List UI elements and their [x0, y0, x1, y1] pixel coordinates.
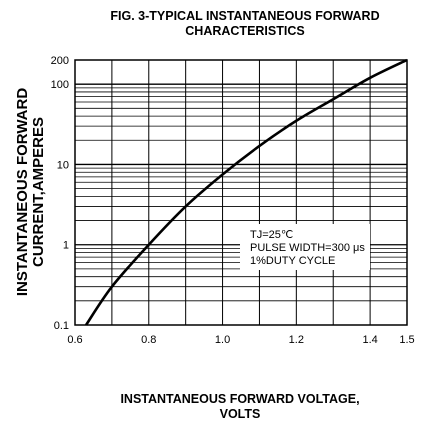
xlabel-line1: INSTANTANEOUS FORWARD VOLTAGE, — [120, 392, 360, 406]
plot-frame — [74, 59, 408, 326]
annotation-box — [240, 224, 370, 270]
x-tick-label: 1.0 — [215, 334, 230, 346]
annotation-line3: 1%DUTY CYCLE — [250, 255, 335, 267]
x-tick-label: 1.2 — [289, 334, 304, 346]
y-tick-label: 0.1 — [54, 320, 69, 332]
series-layer — [84, 58, 408, 326]
grid — [75, 60, 407, 325]
chart-title-line2: CHARACTERISTICS — [185, 24, 305, 38]
x-tick-label: 1.5 — [399, 334, 414, 346]
y-tick-label: 10 — [57, 159, 69, 171]
x-tick-label: 0.6 — [67, 334, 82, 346]
xlabel-line2: VOLTS — [219, 407, 261, 421]
series-line — [84, 58, 408, 326]
chart-title-line1: FIG. 3-TYPICAL INSTANTANEOUS FORWARD — [110, 9, 380, 23]
x-tick-label: 1.4 — [362, 334, 377, 346]
y-tick-label: 200 — [51, 55, 69, 67]
annotation-line2: PULSE WIDTH=300 μs — [250, 242, 365, 254]
y-tick-label: 100 — [51, 79, 69, 91]
ylabel-line1: INSTANTANEOUS FORWARD — [14, 88, 31, 296]
y-tick-label: 1 — [63, 240, 69, 252]
annotation-line1: TJ=25℃ — [250, 229, 293, 241]
x-tick-label: 0.8 — [141, 334, 156, 346]
ylabel-line2: CURRENT,AMPERES — [30, 117, 47, 267]
tick-labels: 0.6 0.8 1.0 1.2 1.4 1.5 0.1 1 10 100 200 — [51, 55, 415, 346]
